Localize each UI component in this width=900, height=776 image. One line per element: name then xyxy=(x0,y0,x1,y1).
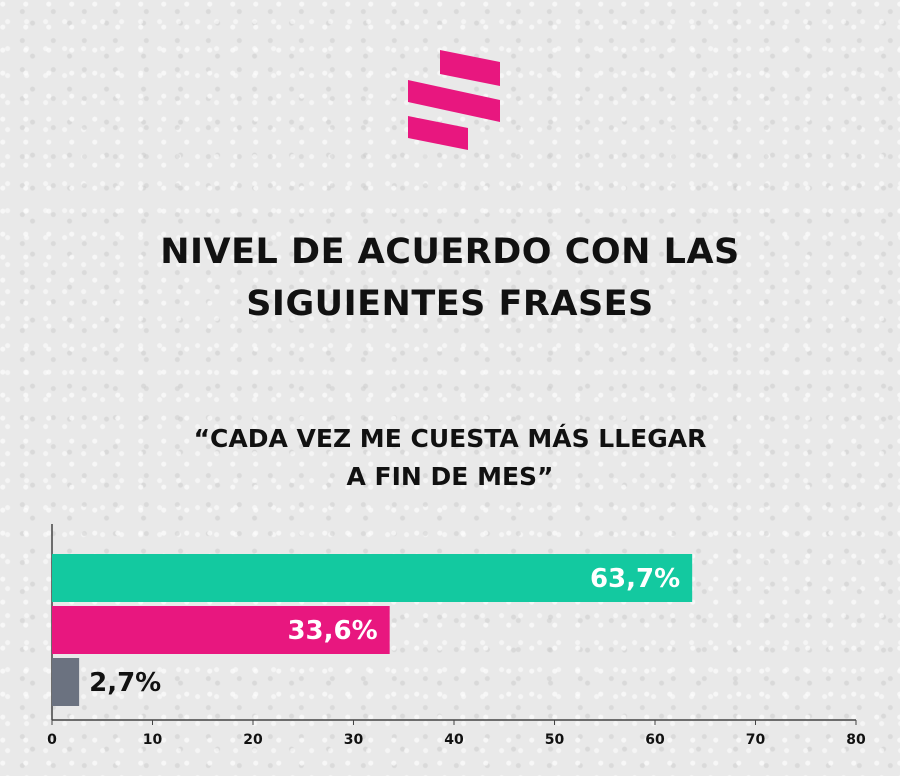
chart-subtitle: “CADA VEZ ME CUESTA MÁS LLEGAR A FIN DE … xyxy=(0,420,900,496)
bar-chart: 0 10 20 30 40 50 60 70 80 63,7% 33,6% 2,7% xyxy=(47,524,866,748)
bar-value-label: 2,7% xyxy=(89,668,161,698)
quote-line-2: A FIN DE MES” xyxy=(346,462,554,491)
x-tick-label: 10 xyxy=(143,732,163,748)
x-tick-label: 80 xyxy=(846,732,866,748)
quote-line-1: “CADA VEZ ME CUESTA MÁS LLEGAR xyxy=(193,424,707,453)
x-tick-label: 40 xyxy=(444,732,464,748)
bar xyxy=(52,554,693,602)
x-tick-label: 70 xyxy=(746,732,766,748)
bar-value-label: 63,7% xyxy=(590,564,680,594)
chart-title: NIVEL DE ACUERDO CON LAS SIGUIENTES FRAS… xyxy=(0,226,900,330)
x-tick-label: 50 xyxy=(545,732,565,748)
title-line-1: NIVEL DE ACUERDO CON LAS xyxy=(160,232,740,272)
bar-value-label: 33,6% xyxy=(287,616,377,646)
brand-logo xyxy=(408,50,500,150)
title-line-2: SIGUIENTES FRASES xyxy=(246,284,654,324)
x-tick-label: 30 xyxy=(344,732,364,748)
x-tick-label: 0 xyxy=(47,732,57,748)
bar xyxy=(52,606,390,654)
bar xyxy=(52,658,80,706)
x-tick-label: 20 xyxy=(243,732,263,748)
x-tick-label: 60 xyxy=(645,732,665,748)
